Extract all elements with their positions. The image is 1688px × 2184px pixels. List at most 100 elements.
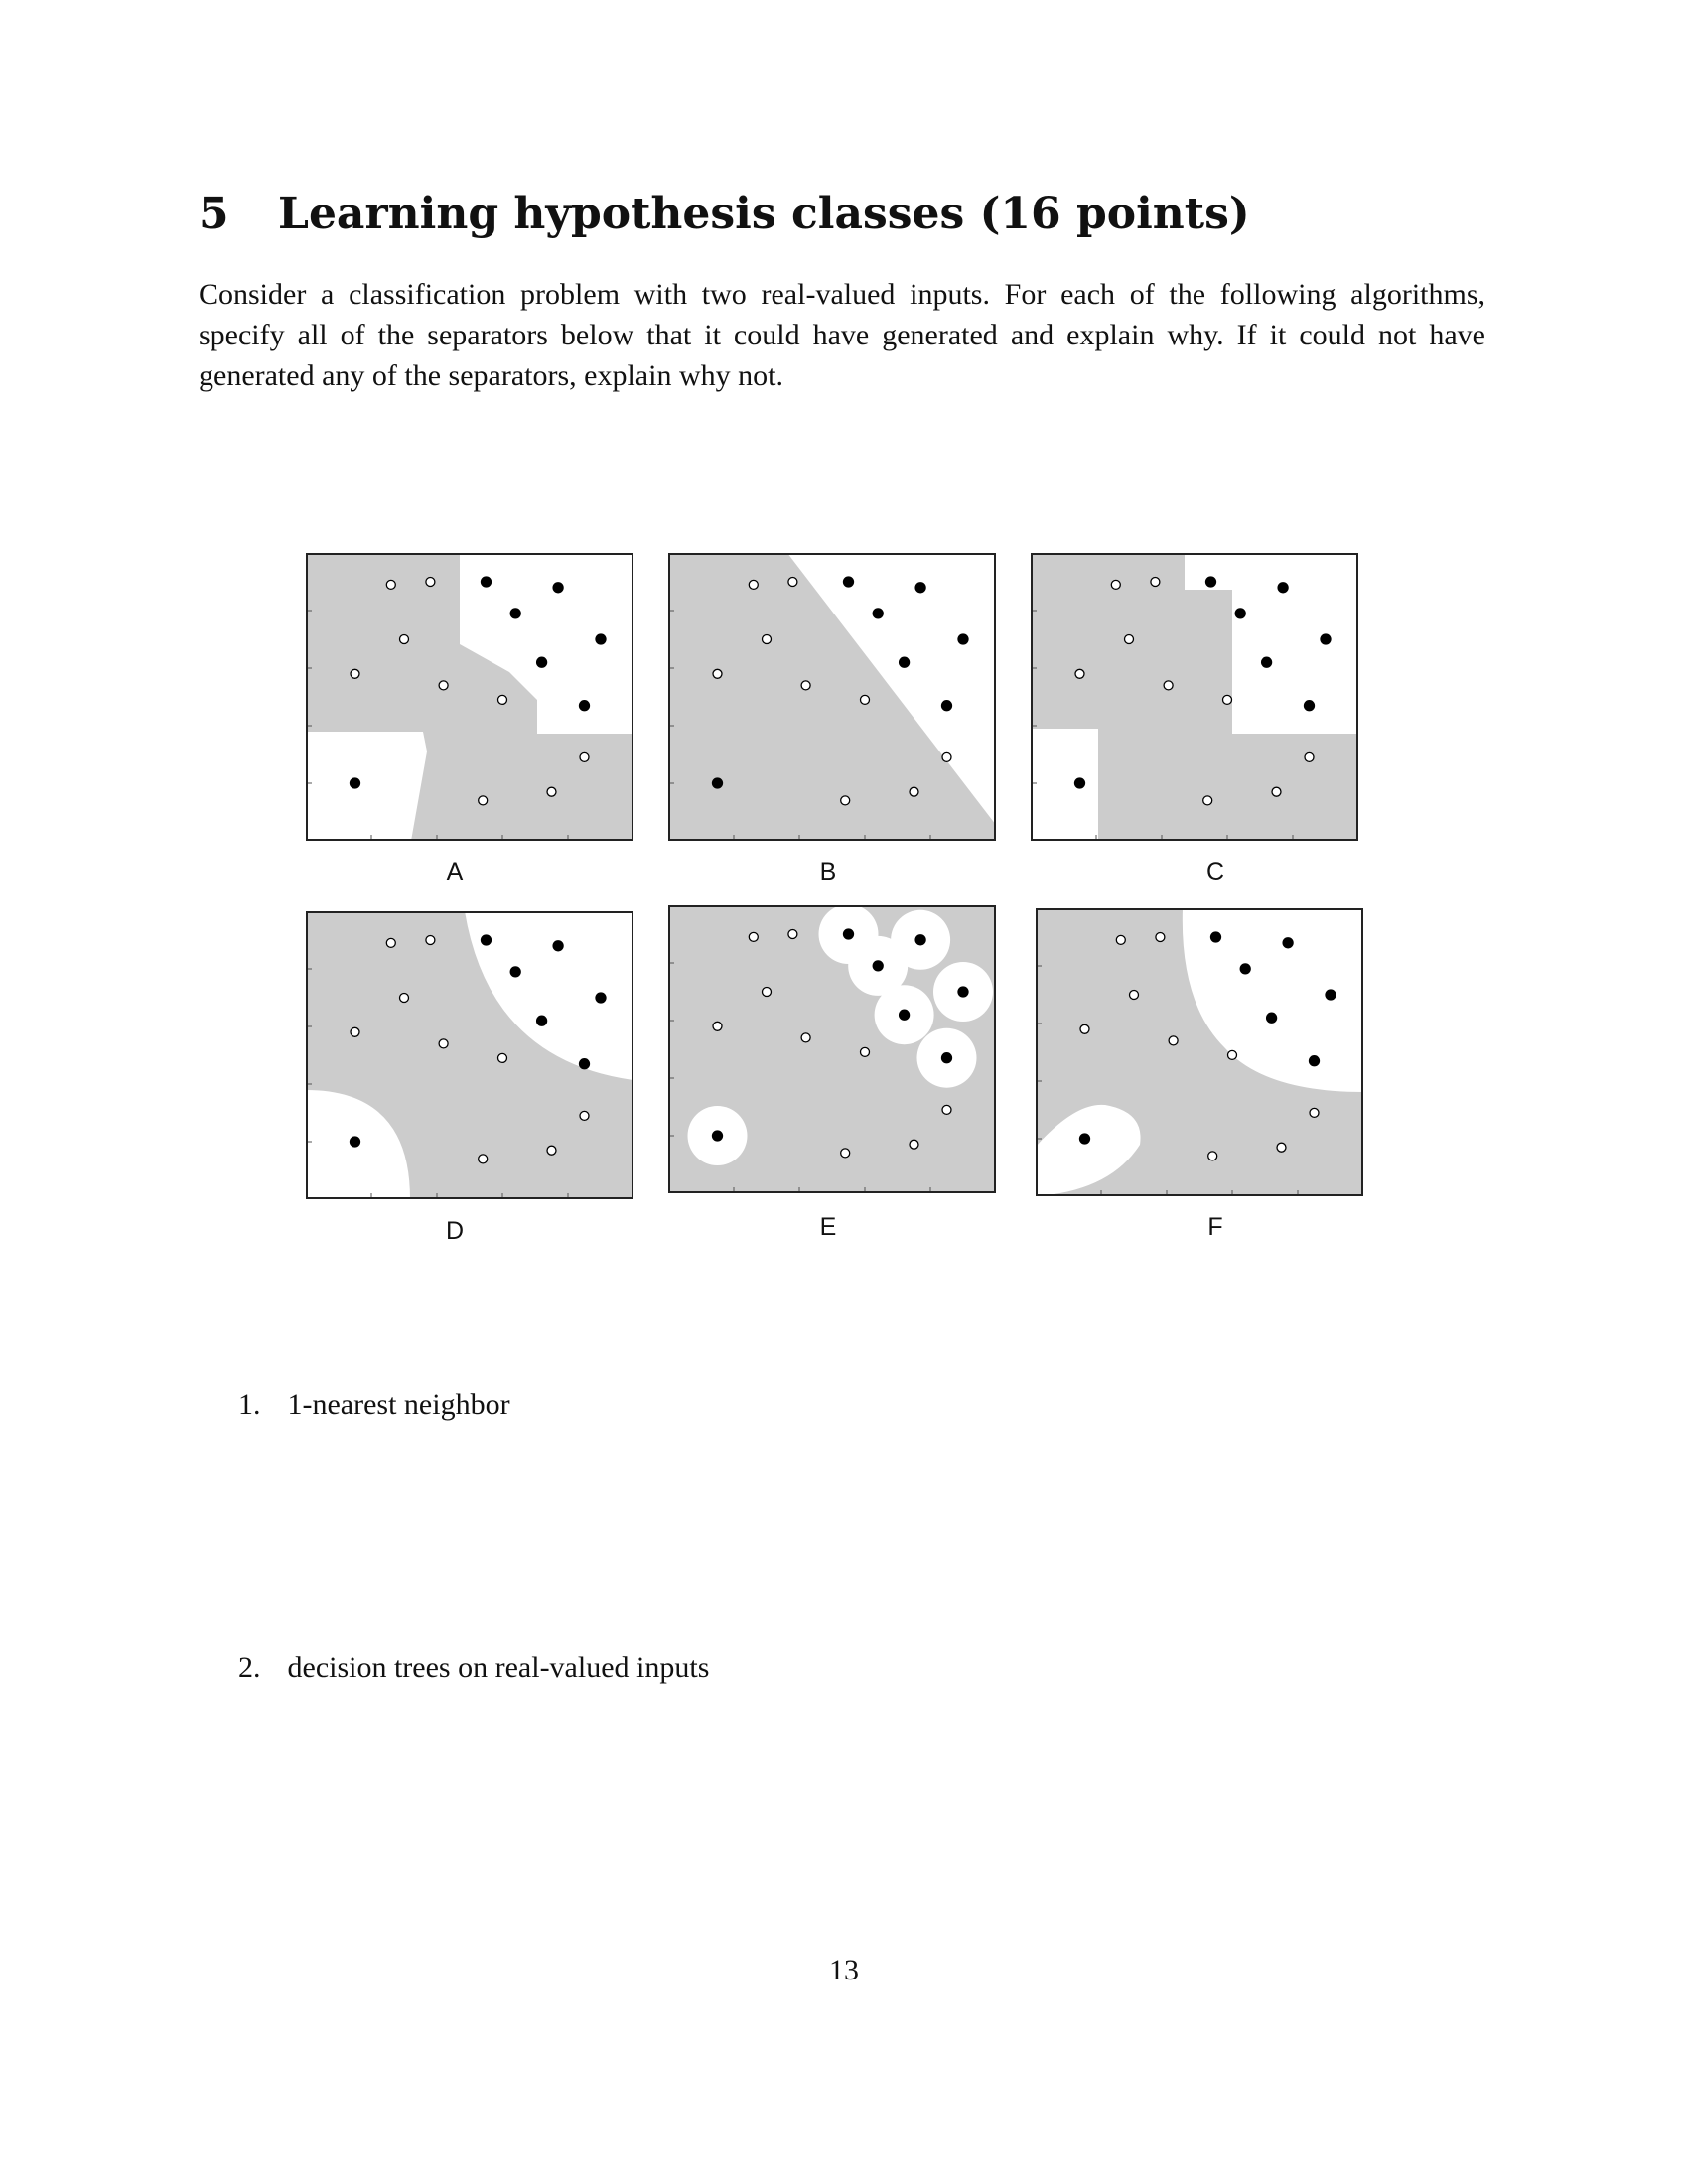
- negative-point: [712, 1021, 723, 1031]
- negative-point: [787, 576, 798, 588]
- plot-frame: [668, 553, 996, 841]
- negative-point: [398, 633, 410, 645]
- negative-point: [787, 928, 798, 940]
- positive-point: [349, 1136, 361, 1148]
- separator-plot-b: [668, 553, 996, 841]
- negative-point: [840, 795, 851, 806]
- plot-frame: [1036, 908, 1363, 1196]
- separator-plot-c: [1031, 553, 1358, 841]
- positive-point: [898, 656, 911, 668]
- positive-point: [1277, 582, 1289, 594]
- question-2: 2. decision trees on real-valued inputs: [238, 1651, 709, 1685]
- negative-point: [909, 1139, 919, 1150]
- negative-point: [748, 931, 759, 943]
- negative-point: [478, 795, 489, 806]
- positive-point: [552, 582, 564, 594]
- separator-figure-c: [1031, 553, 1358, 841]
- page-number: 13: [829, 1954, 859, 1986]
- negative-point: [385, 579, 396, 591]
- negative-point: [478, 1154, 489, 1164]
- figure-label-b: B: [819, 858, 837, 886]
- negative-point: [1202, 795, 1213, 806]
- negative-point: [859, 694, 871, 706]
- positive-point: [535, 1015, 548, 1026]
- positive-point: [480, 934, 492, 946]
- positive-region: [460, 553, 633, 734]
- positive-point: [957, 986, 969, 998]
- question-number: 2.: [238, 1651, 261, 1684]
- figure-label-a: A: [446, 858, 464, 886]
- positive-point: [535, 656, 548, 668]
- positive-point: [940, 1052, 953, 1064]
- section-heading: 5 Learning hypothesis classes (16 points): [199, 189, 1250, 239]
- figure-label-f: F: [1207, 1213, 1223, 1241]
- positive-region: [1182, 908, 1363, 1092]
- negative-point: [579, 1110, 590, 1122]
- positive-point: [711, 1130, 724, 1142]
- figure-label-e: E: [819, 1213, 837, 1241]
- figure-label-c: C: [1205, 858, 1225, 886]
- negative-point: [941, 1104, 952, 1116]
- negative-point: [800, 1032, 811, 1043]
- negative-point: [1115, 934, 1126, 946]
- negative-point: [425, 934, 436, 946]
- separator-plot-a: [306, 553, 633, 841]
- positive-point: [1073, 777, 1086, 789]
- plot-frame: [668, 905, 996, 1193]
- negative-point: [800, 680, 811, 691]
- plot-frame: [1031, 553, 1358, 841]
- positive-point: [1234, 608, 1246, 619]
- positive-point: [940, 700, 953, 712]
- positive-point: [1282, 937, 1294, 949]
- positive-point: [578, 700, 591, 712]
- positive-point: [872, 608, 884, 619]
- positive-point: [1325, 989, 1336, 1001]
- negative-point: [385, 937, 396, 949]
- question-text: decision trees on real-valued inputs: [287, 1651, 710, 1684]
- negative-point: [350, 1026, 360, 1037]
- negative-point: [546, 1145, 557, 1156]
- negative-point: [438, 680, 449, 691]
- positive-point: [1078, 1133, 1091, 1145]
- positive-region: [1031, 729, 1098, 841]
- negative-point: [840, 1148, 851, 1159]
- negative-point: [1226, 1049, 1238, 1061]
- separator-figure-b: [668, 553, 996, 841]
- positive-point: [509, 966, 521, 978]
- positive-point: [578, 1058, 591, 1070]
- positive-point: [898, 1009, 911, 1021]
- positive-point: [1303, 700, 1316, 712]
- negative-point: [579, 751, 590, 763]
- positive-point: [1320, 633, 1332, 645]
- negative-point: [1128, 989, 1140, 1001]
- positive-point: [1204, 576, 1217, 588]
- positive-region: [1185, 553, 1358, 734]
- negative-point: [748, 579, 759, 591]
- figure-label-d: D: [445, 1217, 465, 1245]
- positive-point: [1260, 656, 1273, 668]
- negative-point: [859, 1046, 871, 1058]
- negative-point: [941, 751, 952, 763]
- negative-point: [761, 986, 773, 998]
- negative-point: [1110, 579, 1121, 591]
- plot-frame: [306, 911, 633, 1199]
- positive-region: [306, 732, 427, 841]
- intro-paragraph: Consider a classification problem with t…: [199, 278, 1485, 392]
- negative-point: [438, 1038, 449, 1049]
- positive-point: [595, 633, 607, 645]
- negative-point: [1207, 1151, 1218, 1161]
- negative-point: [1150, 576, 1161, 588]
- negative-point: [425, 576, 436, 588]
- negative-point: [496, 694, 508, 706]
- positive-point: [509, 608, 521, 619]
- negative-point: [1168, 1035, 1179, 1046]
- separator-figure-a: [306, 553, 633, 841]
- negative-point: [496, 1052, 508, 1064]
- negative-point: [1304, 751, 1315, 763]
- positive-point: [842, 928, 855, 940]
- positive-point: [842, 576, 855, 588]
- negative-point: [1271, 786, 1282, 797]
- negative-point: [546, 786, 557, 797]
- section-number: 5: [199, 189, 229, 239]
- positive-point: [595, 992, 607, 1004]
